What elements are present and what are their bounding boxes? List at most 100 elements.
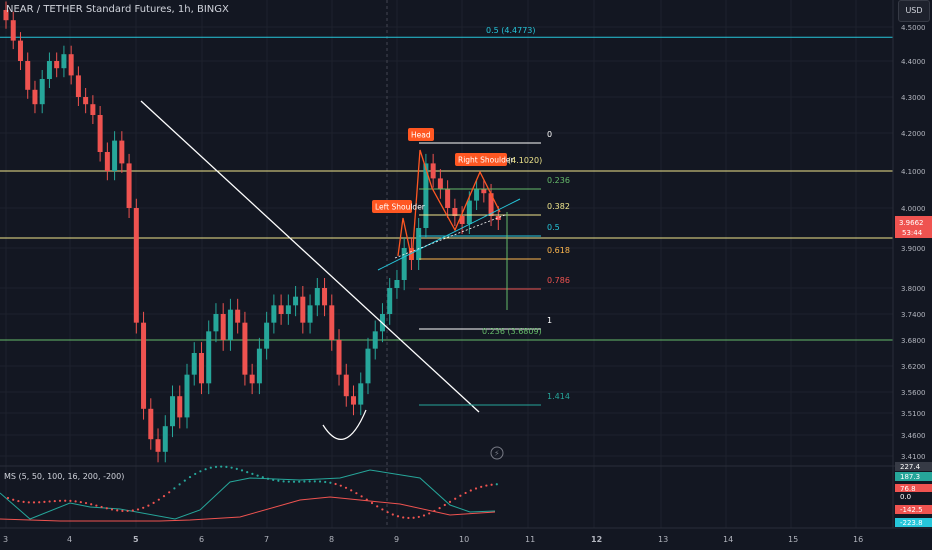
candle-body — [32, 89, 38, 105]
indicator-dot — [407, 516, 410, 520]
candle-body — [401, 248, 407, 280]
candle-body — [437, 178, 443, 190]
indicator-dot — [396, 515, 400, 518]
indicator-dot — [84, 501, 88, 505]
indicator-dot — [438, 507, 441, 510]
indicator-line-green — [0, 469, 496, 520]
indicator-dot — [152, 501, 155, 504]
indicator-dot — [443, 503, 446, 507]
indicator-dot — [22, 500, 25, 504]
candle-body — [271, 305, 277, 323]
indicator-level-label: 0.0 — [900, 493, 911, 501]
indicator-dot — [199, 470, 202, 473]
indicator-dot — [448, 500, 452, 503]
indicator-dot — [178, 483, 181, 486]
y-tick-label: 3.5100 — [901, 410, 926, 418]
indicator-dot — [324, 480, 327, 484]
indicator-dot — [6, 496, 10, 500]
candle-body — [408, 248, 414, 260]
indicator-dot — [376, 505, 379, 508]
indicator-level-label: 76.8 — [900, 485, 916, 493]
indicator-dot — [126, 509, 129, 513]
x-tick-label: 10 — [459, 535, 469, 544]
fib-measure-label: 0.236 (3.6809) — [482, 327, 542, 336]
indicator-level-bg — [895, 518, 932, 527]
indicator-dot — [136, 508, 140, 511]
y-tick-label: 3.6200 — [901, 363, 926, 371]
indicator-level-bg — [895, 505, 932, 514]
right-shoulder-value: (4.1020) — [508, 156, 542, 165]
head-label-bg — [408, 128, 434, 141]
candle-body — [220, 314, 226, 340]
indicator-dot — [490, 483, 493, 486]
indicator-dot — [173, 487, 176, 490]
candle-body — [387, 288, 393, 314]
indicator-dot — [474, 487, 478, 490]
fib-label-l1414: 1.414 — [547, 392, 570, 401]
indicator-dot — [272, 478, 275, 481]
candle-body — [46, 61, 52, 79]
indicator-dot — [480, 485, 483, 488]
candle-body — [206, 331, 212, 384]
candle-body — [126, 163, 132, 208]
indicator-dot — [485, 484, 488, 487]
x-tick-label: 13 — [658, 535, 668, 544]
left-shoulder-label: Left Shoulder — [375, 203, 426, 212]
indicator-dot — [360, 495, 363, 498]
indicator-dot — [131, 509, 134, 512]
indicator-dot — [90, 503, 93, 506]
indicator-dot — [334, 482, 337, 486]
candle-body — [488, 193, 494, 216]
x-tick-label: 16 — [853, 535, 863, 544]
indicator-level-bg — [895, 484, 932, 493]
candle-body — [249, 374, 255, 384]
indicator-dot — [116, 509, 119, 512]
currency-button[interactable]: USD — [898, 0, 930, 22]
indicator-title: MS (5, 50, 100, 16, 200, -200) — [4, 472, 125, 481]
candle-body — [83, 97, 89, 105]
x-tick-label: 14 — [723, 535, 733, 544]
candle-body — [256, 348, 262, 384]
indicator-level-label: 227.4 — [900, 463, 921, 471]
lightning-icon-glyph: ⚡ — [494, 449, 500, 458]
indicator-dot — [69, 499, 72, 502]
indicator-dot — [230, 466, 233, 469]
candle-body — [358, 383, 364, 405]
y-tick-label: 3.7400 — [901, 311, 926, 319]
candle-body — [54, 61, 60, 69]
indicator-dot — [313, 480, 316, 483]
indicator-dot — [183, 479, 186, 482]
fib-label-l0: 0 — [547, 130, 552, 139]
indicator-level-label: 187.3 — [900, 473, 920, 481]
indicator-dot — [459, 494, 462, 497]
left-shoulder-label-bg — [372, 200, 412, 213]
indicator-dot — [43, 500, 46, 503]
candle-body — [423, 163, 429, 228]
head-shoulders-pattern — [397, 149, 501, 261]
indicator-dot — [32, 501, 36, 504]
candle-body — [445, 189, 451, 208]
indicator-dot — [58, 499, 62, 502]
candle-body — [25, 61, 31, 90]
candle-body — [17, 40, 23, 61]
indicator-line-red — [0, 496, 496, 522]
indicator-dot — [292, 480, 296, 483]
right-shoulder-label-bg — [455, 153, 507, 166]
x-tick-label: 11 — [525, 535, 535, 544]
candle-body — [104, 152, 110, 171]
candle-body — [198, 353, 204, 384]
candle-body — [191, 353, 197, 375]
x-tick-label: 6 — [199, 535, 204, 544]
indicator-dot — [204, 468, 207, 471]
y-tick-label: 4.0000 — [901, 205, 926, 213]
head-label: Head — [411, 131, 431, 140]
candle-body — [68, 54, 74, 76]
indicator-dot — [12, 498, 15, 501]
indicator-dot — [142, 506, 145, 509]
x-tick-label: 12 — [591, 535, 602, 544]
candle-body — [119, 140, 125, 164]
countdown: 53:44 — [902, 229, 923, 237]
price-axis-bg — [893, 0, 932, 550]
y-tick-label: 4.3000 — [901, 94, 926, 102]
